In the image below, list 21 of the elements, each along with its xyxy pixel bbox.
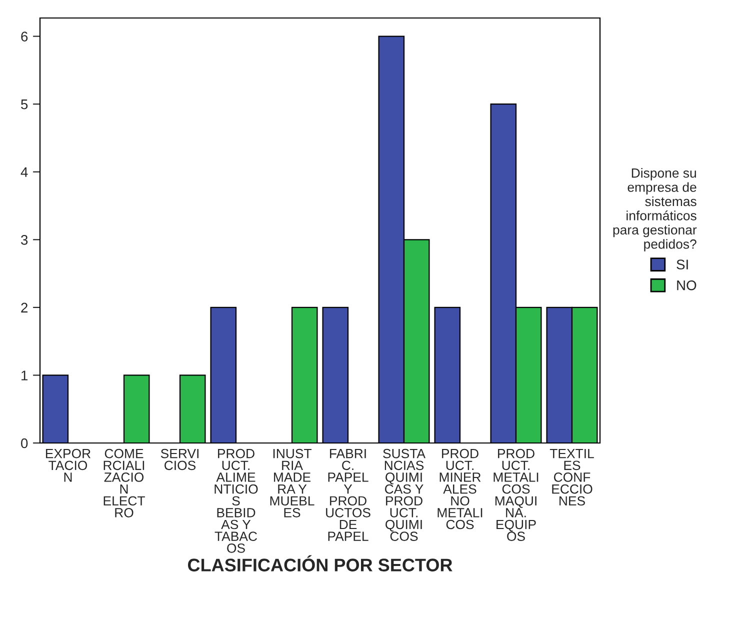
y-tick-label: 5 (21, 100, 28, 110)
legend-label: NO (677, 280, 696, 290)
x-axis-title: CLASIFICACIÓN POR SECTOR (188, 555, 452, 572)
y-tick-label: 6 (21, 32, 28, 42)
x-tick-label: PROD UCT. MINER ALES NO METALI COS (438, 448, 482, 530)
category-label: PROD UCT. ALIME NTICIO S BEBID AS Y TABAC OS (214, 448, 258, 553)
y-tick-label: 1 (22, 370, 28, 380)
x-tick-label: PROD UCT. METALI COS MAQUI NA. EQUIP OS (494, 448, 538, 541)
y-tick-label: 3 (21, 234, 28, 245)
x-tick-label: TEXTIL ES CONF ECCIO NES (550, 449, 594, 506)
x-tick-label: SERVI CIOS (160, 448, 198, 470)
x-tick-label: EXPOR TACIO N (46, 448, 90, 482)
x-tick-label: SUSTA NCIAS QUIMI CAS Y PROD UCT. QUIMI COS (383, 448, 426, 541)
legend-title: Dispone su empresa de sistemas informáticos para gestionar pedidos? (613, 168, 697, 252)
y-tick-label: 0 (21, 438, 28, 448)
x-tick-label: COME RCIALI ZACIO N ELECT RO (104, 448, 145, 518)
y-tick-label: 4 (20, 167, 28, 177)
legend-label: SI (676, 260, 688, 270)
y-tick-label: 2 (21, 302, 28, 312)
x-tick-label: FABRI C. PAPEL Y PROD UCTOS DE PAPEL (326, 449, 370, 541)
x-tick-label: INUST RIA MADE RA Y MUEBL ES (270, 448, 314, 518)
